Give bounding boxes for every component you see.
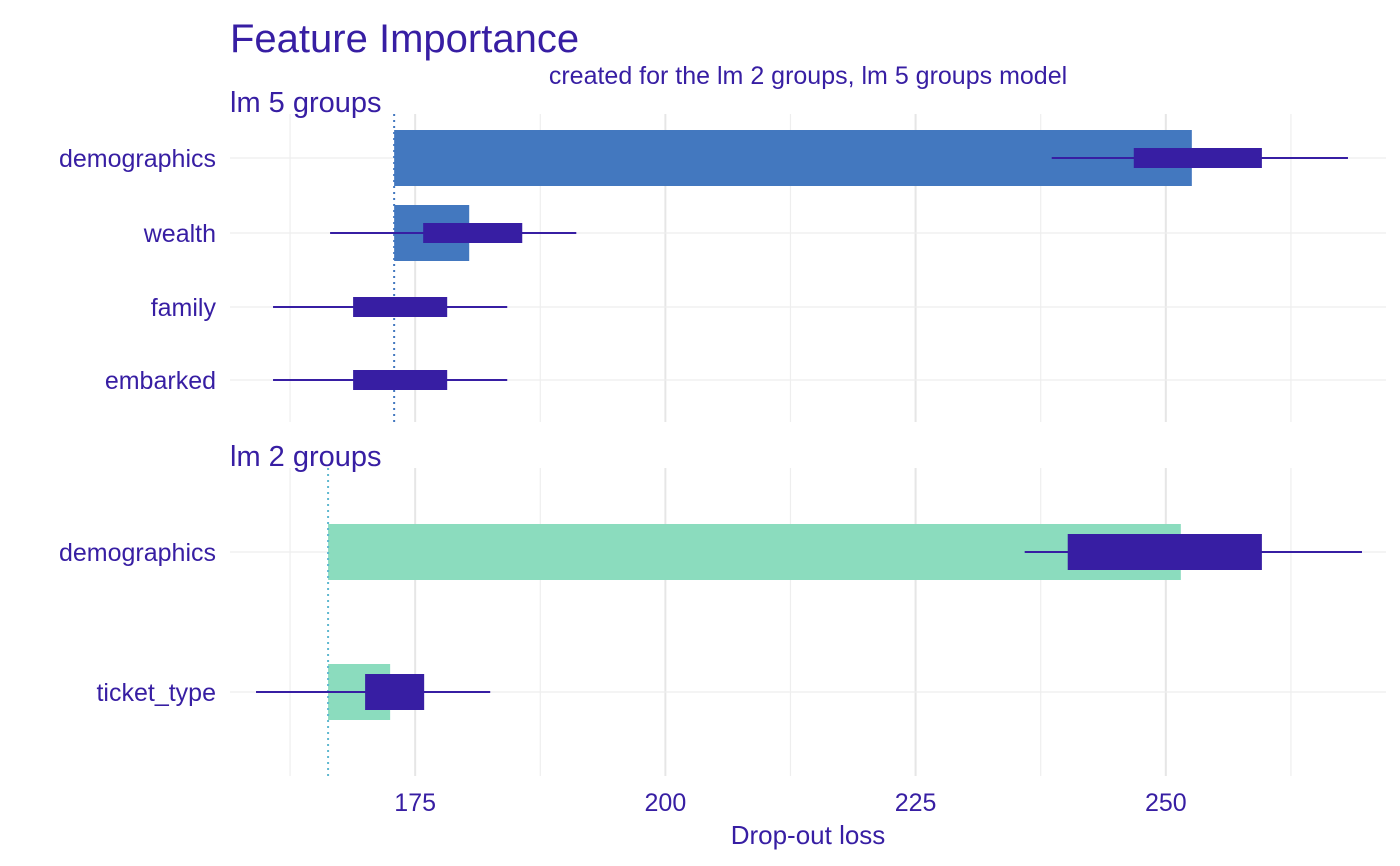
- category-label: family: [151, 294, 217, 322]
- boxplot-box: [353, 370, 448, 390]
- boxplot-box: [423, 223, 523, 243]
- x-tick-label: 225: [895, 789, 937, 817]
- x-tick-label: 250: [1145, 789, 1187, 817]
- x-tick-label: 175: [394, 789, 436, 817]
- boxplot-box: [1067, 534, 1262, 570]
- bars-layer: [328, 130, 1192, 720]
- boxplot-box: [353, 297, 448, 317]
- category-label: embarked: [105, 367, 216, 395]
- boxplot-box: [1133, 148, 1262, 168]
- panel-label-lm-2-groups: lm 2 groups: [230, 441, 382, 473]
- category-label: ticket_type: [96, 679, 216, 707]
- chart-title: Feature Importance: [230, 17, 579, 61]
- category-label: demographics: [59, 145, 216, 173]
- x-tick-label: 200: [645, 789, 687, 817]
- boxplot-layer: [256, 148, 1362, 710]
- boxplot-box: [365, 674, 425, 710]
- category-label: wealth: [143, 220, 216, 248]
- labels-layer: demographics wealth family embarked demograp…: [59, 145, 1187, 817]
- panel-label-lm-5-groups: lm 5 groups: [230, 87, 382, 119]
- x-axis-label: Drop-out loss: [731, 820, 886, 850]
- chart-subtitle: created for the lm 2 groups, lm 5 groups…: [549, 62, 1067, 90]
- category-label: demographics: [59, 539, 216, 567]
